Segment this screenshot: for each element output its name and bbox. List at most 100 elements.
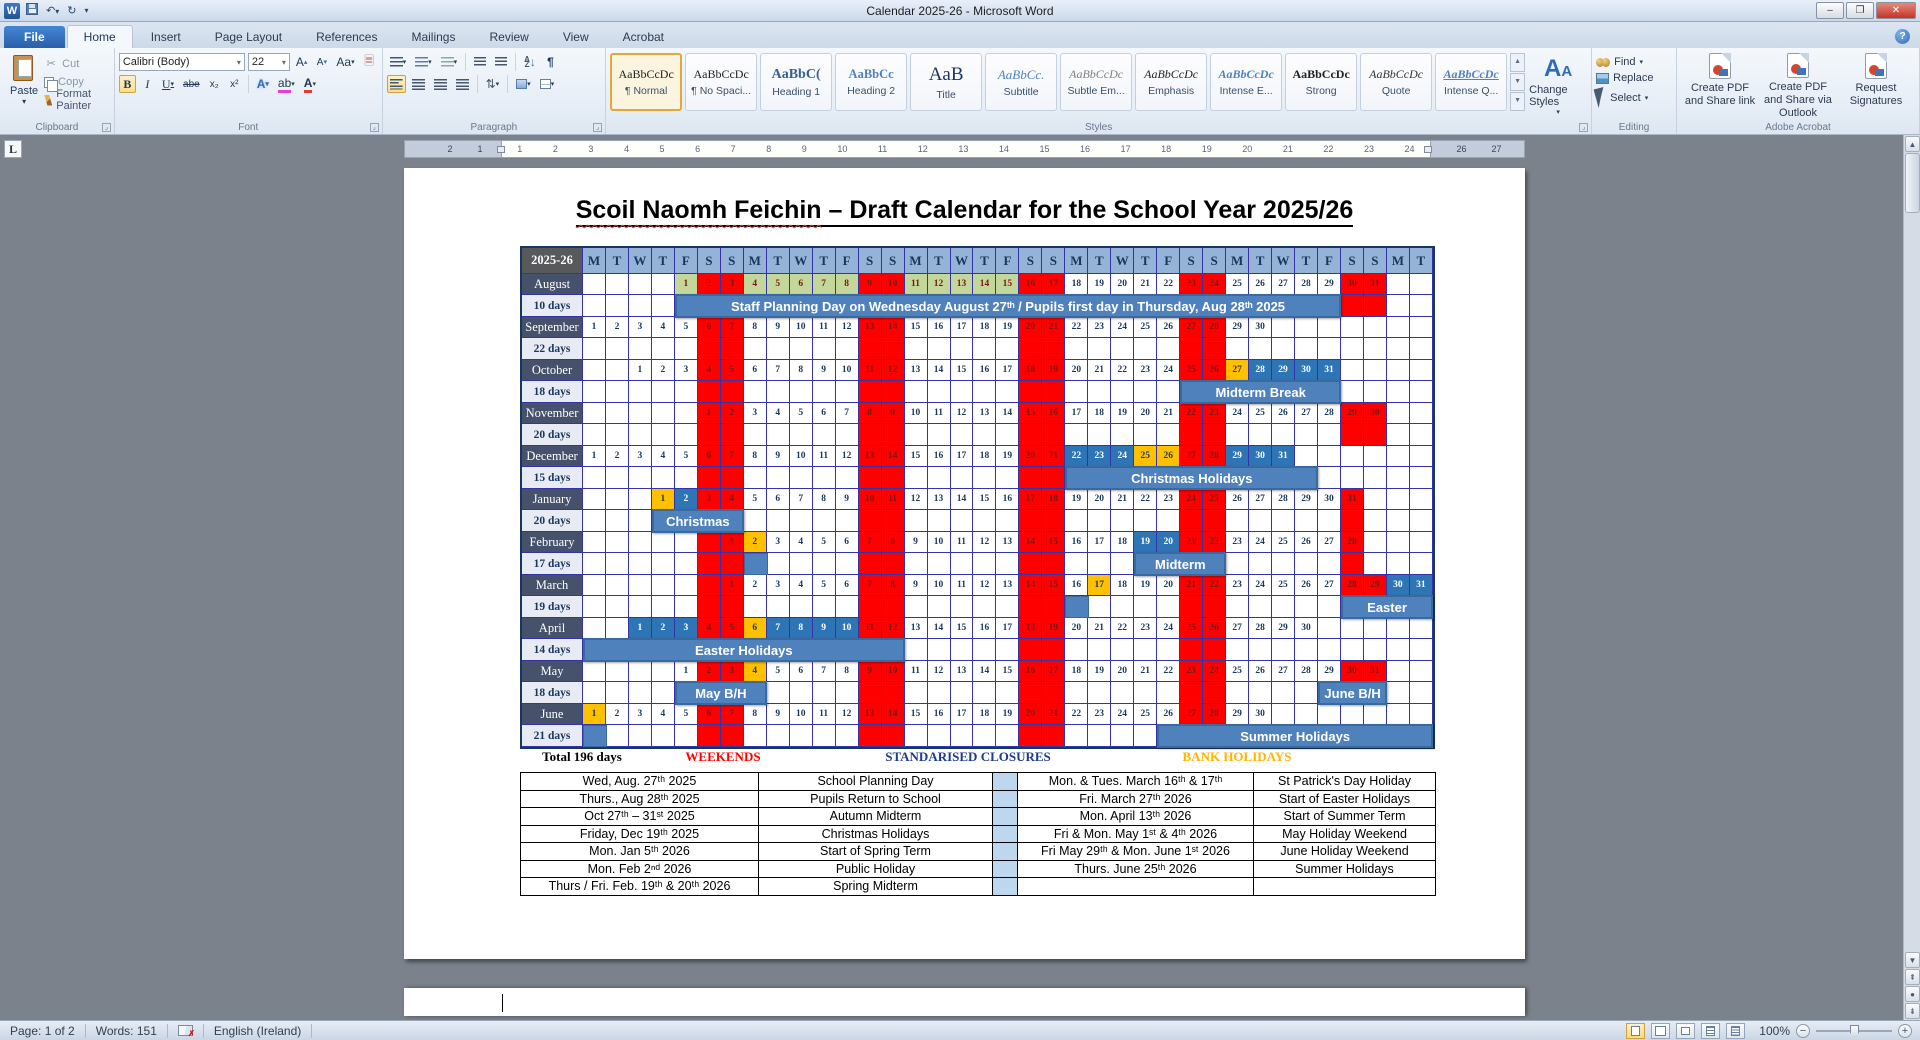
numbering-button[interactable]: ▾	[412, 53, 435, 71]
ribbon-tab-review[interactable]: Review	[489, 30, 529, 44]
paste-button[interactable]: Paste ▾	[4, 51, 44, 109]
ribbon-tab-acrobat[interactable]: Acrobat	[622, 30, 664, 44]
draft-view-button[interactable]	[1726, 1022, 1746, 1039]
zoom-slider[interactable]	[1816, 1024, 1892, 1037]
scrollbar-thumb[interactable]	[1905, 153, 1920, 213]
qat-customize-button[interactable]: ▾	[84, 6, 89, 15]
clear-formatting-button[interactable]: 🗏	[364, 53, 374, 68]
previous-page-button[interactable]: ⇞	[1905, 969, 1920, 985]
shrink-font-button[interactable]: A ▾	[316, 56, 327, 68]
ribbon-tab-insert[interactable]: Insert	[150, 30, 181, 44]
zoom-out-button[interactable]: −	[1796, 1023, 1810, 1038]
style-item-intense-q[interactable]: AaBbCcDc Intense Q...	[1435, 53, 1508, 111]
align-right-button[interactable]	[431, 75, 450, 93]
indent-marker-right[interactable]	[1424, 146, 1432, 153]
align-center-button[interactable]	[409, 75, 428, 93]
italic-button[interactable]: I	[145, 76, 150, 91]
full-screen-reading-view-button[interactable]	[1651, 1022, 1671, 1039]
proofing-status[interactable]	[168, 1023, 204, 1038]
style-item-strong[interactable]: AaBbCcDc Strong	[1285, 53, 1358, 111]
format-painter-button[interactable]: Format Painter	[44, 88, 110, 112]
ribbon-tab-mailings[interactable]: Mailings	[411, 30, 456, 44]
select-button[interactable]: Select ▾	[1593, 87, 1672, 108]
font-color-button[interactable]: A ▾	[301, 75, 319, 93]
find-button[interactable]: Find ▾	[1596, 56, 1672, 68]
justify-button[interactable]	[453, 75, 472, 93]
style-item-intense-e[interactable]: AaBbCcDc Intense E...	[1210, 53, 1283, 111]
restore-button[interactable]: ❐	[1846, 2, 1874, 19]
styles-scroll-down-button[interactable]: ▼	[1510, 72, 1526, 92]
subscript-button[interactable]: x₂	[209, 78, 219, 90]
multilevel-list-button[interactable]: ▾	[438, 53, 461, 71]
sort-button[interactable]: A Z ↓	[524, 55, 536, 69]
tab-stop-selector[interactable]: L	[4, 140, 22, 158]
save-button[interactable]	[24, 3, 40, 18]
acrobat-button-2[interactable]: Create PDF and Share via Outlook	[1759, 51, 1837, 120]
show-paragraph-marks-button[interactable]: ¶	[547, 55, 554, 69]
styles-dialog-launcher[interactable]: ⌟	[1579, 123, 1589, 132]
styles-scroll-up-button[interactable]: ▲	[1510, 53, 1526, 72]
style-item-title[interactable]: AaB Title	[910, 53, 983, 111]
text-effects-button[interactable]: A ▾	[256, 77, 269, 91]
zoom-in-button[interactable]: +	[1898, 1023, 1912, 1038]
decrease-indent-button[interactable]	[471, 53, 489, 71]
font-family-select[interactable]: Calibri (Body) ▾	[118, 53, 245, 71]
cut-button[interactable]: ✂ Cut	[44, 56, 110, 72]
font-dialog-launcher[interactable]: ⌟	[369, 123, 379, 132]
ribbon-tab-file[interactable]: File	[4, 26, 65, 48]
scroll-down-button[interactable]: ▼	[1905, 952, 1920, 968]
style-item-no-spaci[interactable]: AaBbCcDc ¶ No Spaci...	[685, 53, 758, 111]
change-styles-button[interactable]: AA Change Styles ▾	[1529, 55, 1573, 117]
styles-more-button[interactable]: ▼	[1510, 92, 1526, 112]
minimize-button[interactable]: –	[1816, 2, 1844, 19]
style-item-subtle-em[interactable]: AaBbCcDc Subtle Em...	[1060, 53, 1133, 111]
style-item-normal[interactable]: AaBbCcDc ¶ Normal	[610, 53, 683, 111]
ribbon-tab-home[interactable]: Home	[66, 25, 133, 48]
acrobat-button-1[interactable]: Create PDF and Share link	[1681, 51, 1759, 120]
style-item-subtitle[interactable]: AaBbCc. Subtitle	[985, 53, 1058, 111]
borders-button[interactable]: ▾	[537, 75, 558, 93]
close-button[interactable]: ✕	[1876, 2, 1916, 19]
zoom-slider-thumb[interactable]	[1850, 1024, 1859, 1037]
superscript-button[interactable]: x²	[230, 78, 239, 90]
strikethrough-button[interactable]: abe	[183, 78, 200, 90]
print-layout-view-button[interactable]	[1626, 1022, 1646, 1039]
copy-button[interactable]: Copy	[44, 74, 110, 92]
indent-marker-left[interactable]	[497, 146, 505, 153]
ribbon-tab-references[interactable]: References	[316, 30, 378, 44]
replace-button[interactable]: Replace	[1596, 72, 1672, 84]
document-page-1[interactable]: Scoil Naomh Feichin – Draft Calendar for…	[404, 168, 1525, 959]
vertical-scrollbar[interactable]: ▲ ▼ ⇞ ● ⇟	[1903, 135, 1920, 1020]
page-indicator[interactable]: Page: 1 of 2	[0, 1023, 86, 1038]
shading-button[interactable]: ▾	[513, 75, 534, 93]
redo-button[interactable]: ↻	[67, 5, 77, 17]
style-item-heading-1[interactable]: AaBbC(Heading 1	[760, 53, 833, 111]
style-item-quote[interactable]: AaBbCcDc Quote	[1360, 53, 1433, 111]
web-layout-view-button[interactable]	[1676, 1022, 1696, 1039]
highlight-button[interactable]: ab ▾	[275, 75, 298, 93]
ribbon-tab-page-layout[interactable]: Page Layout	[214, 30, 283, 44]
help-icon[interactable]: ?	[1895, 29, 1910, 44]
word-app-icon[interactable]: W	[4, 2, 20, 19]
underline-button[interactable]: U ▾	[161, 76, 175, 91]
line-spacing-button[interactable]: ⇅ ▾	[485, 77, 500, 91]
grow-font-button[interactable]: A ▴	[295, 55, 308, 69]
style-item-heading-2[interactable]: AaBbCc Heading 2	[835, 53, 908, 111]
bullets-button[interactable]: ▾	[387, 53, 410, 71]
style-item-emphasis[interactable]: AaBbCcDc Emphasis	[1135, 53, 1208, 111]
select-browse-object-button[interactable]: ●	[1905, 986, 1920, 1002]
paragraph-dialog-launcher[interactable]: ⌟	[593, 123, 603, 132]
bold-button[interactable]: B	[118, 75, 136, 93]
language-indicator[interactable]: English (Ireland)	[204, 1023, 313, 1038]
ribbon-tab-view[interactable]: View	[562, 30, 589, 44]
clipboard-dialog-launcher[interactable]: ⌟	[101, 123, 111, 132]
align-left-button[interactable]	[386, 75, 406, 93]
scroll-up-button[interactable]: ▲	[1905, 136, 1920, 152]
increase-indent-button[interactable]	[492, 53, 510, 71]
word-count[interactable]: Words: 151	[86, 1023, 168, 1038]
document-page-2[interactable]	[404, 988, 1525, 1016]
font-size-select[interactable]: 22 ▾	[247, 53, 290, 71]
acrobat-button-3[interactable]: Request Signatures	[1837, 51, 1915, 120]
change-case-button[interactable]: Aa ▾	[336, 55, 355, 69]
